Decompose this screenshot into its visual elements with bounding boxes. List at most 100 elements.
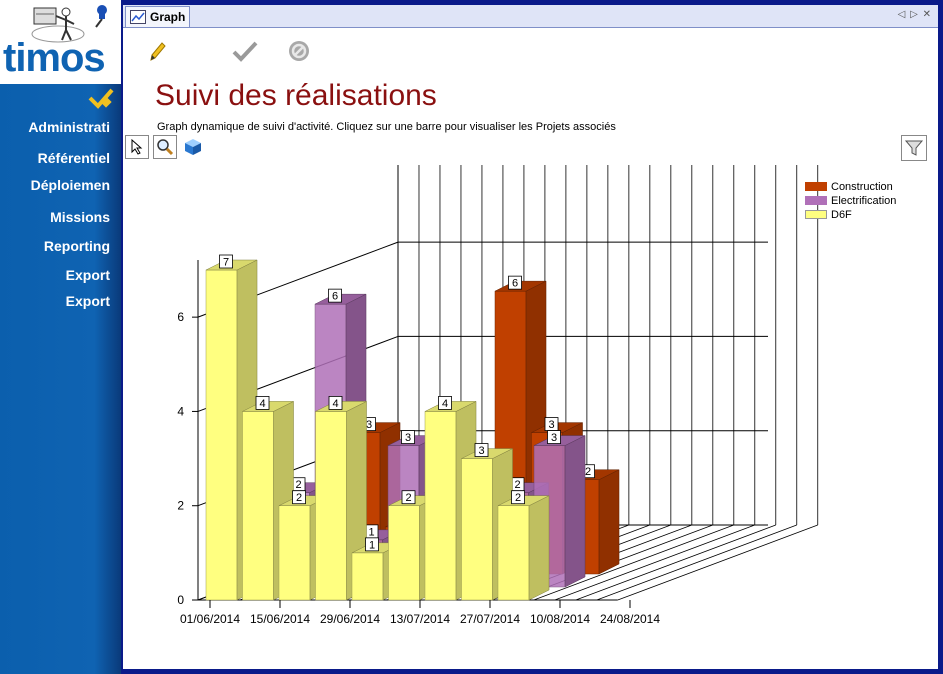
- checkmark-icon: [232, 41, 258, 62]
- y-tick-label: 4: [177, 404, 184, 418]
- data-label-box: [255, 396, 270, 410]
- data-label: 2: [405, 492, 411, 504]
- bar-d6f-2: [278, 505, 311, 601]
- tools-icon[interactable]: [88, 88, 114, 110]
- filter-button[interactable]: [901, 135, 927, 161]
- bar-d6f-7: [461, 458, 493, 601]
- floor-depth-line: [533, 524, 734, 601]
- data-label: 1: [368, 526, 374, 538]
- data-label: 6: [332, 291, 338, 303]
- y-tick-label: 0: [177, 593, 184, 607]
- edit-button[interactable]: [143, 37, 171, 65]
- y-tick-label: 2: [177, 499, 184, 513]
- chart-icon: [130, 10, 146, 24]
- data-label-box: [328, 288, 342, 303]
- data-label-box: [365, 537, 379, 552]
- logo-text: timos: [3, 36, 106, 80]
- bar-d6f-0: [205, 269, 238, 601]
- sidebar-item-administration[interactable]: Administrati: [28, 119, 110, 135]
- cursor-icon: [131, 139, 143, 155]
- chart[interactable]: 024631226322613222374241243201/06/201415…: [123, 5, 938, 669]
- legend-swatch-construction: [805, 182, 827, 191]
- legend-label-d6f: D6F: [831, 209, 852, 221]
- legend-label-electrification: Electrification: [831, 195, 897, 207]
- data-label: 3: [478, 445, 484, 457]
- data-label-box: [547, 430, 561, 444]
- data-label: 6: [512, 278, 518, 290]
- x-tick-label: 01/06/2014: [180, 612, 240, 626]
- x-tick-label: 13/07/2014: [390, 612, 450, 626]
- data-label: 2: [585, 466, 591, 478]
- cancel-icon: [289, 41, 309, 61]
- pin-icon[interactable]: [92, 4, 110, 28]
- bar-side-d6f-8: [528, 495, 550, 601]
- floor-depth-line: [554, 524, 755, 601]
- legend-item-d6f: D6F: [805, 209, 852, 221]
- cube-icon: [185, 139, 201, 155]
- legend-label-construction: Construction: [831, 181, 893, 193]
- data-label: 2: [296, 492, 302, 504]
- cancel-button[interactable]: [285, 37, 313, 65]
- data-label-box: [508, 275, 522, 290]
- bar-d6f-6: [424, 411, 457, 601]
- data-label-box: [401, 430, 415, 444]
- y-tick-label: 6: [177, 310, 184, 324]
- x-tick-label: 29/06/2014: [320, 612, 380, 626]
- sidebar-item-export-1[interactable]: Export: [65, 267, 110, 283]
- page-title: Suivi des réalisations: [155, 79, 437, 112]
- bar-side-electrification-8: [564, 435, 586, 588]
- data-label: 1: [369, 539, 375, 551]
- bar-d6f-3: [315, 411, 347, 601]
- legend-item-electrification: Electrification: [805, 195, 896, 207]
- data-label-box: [474, 443, 489, 457]
- x-tick-label: 15/06/2014: [250, 612, 310, 626]
- data-label: 3: [405, 432, 411, 444]
- 3d-tool-button[interactable]: [181, 135, 205, 159]
- data-label: 4: [259, 398, 265, 410]
- funnel-icon: [904, 140, 924, 156]
- data-label: 3: [366, 419, 372, 431]
- page-subtitle: Graph dynamique de suivi d'activité. Cli…: [157, 121, 616, 133]
- data-label-box: [401, 490, 416, 505]
- tab-graph-label: Graph: [150, 10, 186, 24]
- x-tick-label: 10/08/2014: [530, 612, 590, 626]
- data-label-box: [292, 490, 306, 505]
- data-label: 3: [548, 419, 554, 431]
- floor-depth-line: [617, 524, 818, 601]
- timos-logo: timos: [0, 0, 121, 84]
- data-label: 2: [514, 479, 520, 491]
- data-label-box: [511, 490, 525, 505]
- tab-scroll-arrows[interactable]: ◁ ▷ ✕: [897, 9, 932, 20]
- bar-side-construction-8: [598, 469, 620, 575]
- floor-depth-line: [575, 524, 776, 601]
- sidebar-item-deploiement[interactable]: Déploiemen: [30, 177, 110, 193]
- data-label-box: [438, 396, 452, 410]
- sidebar-item-export-2[interactable]: Export: [65, 293, 110, 309]
- tab-graph[interactable]: Graph: [125, 6, 191, 27]
- validate-button[interactable]: [231, 37, 259, 65]
- pencil-icon: [150, 42, 166, 61]
- sidebar: timos Administrati Référentiel Déploieme…: [0, 0, 121, 674]
- bar-d6f-4: [351, 552, 384, 601]
- sidebar-item-referentiel[interactable]: Référentiel: [37, 150, 110, 166]
- data-label: 2: [295, 479, 301, 491]
- data-label-box: [328, 396, 343, 410]
- zoom-tool-button[interactable]: [153, 135, 177, 159]
- data-label: 2: [515, 492, 521, 504]
- sidebar-item-missions[interactable]: Missions: [50, 209, 110, 225]
- main-panel: Graph ◁ ▷ ✕ Suivi des réalisations Graph…: [123, 5, 938, 669]
- data-label-box: [219, 254, 233, 269]
- x-tick-label: 24/08/2014: [600, 612, 660, 626]
- magnifier-icon: [157, 139, 174, 156]
- x-tick-label: 27/07/2014: [460, 612, 520, 626]
- data-label: 4: [442, 398, 448, 410]
- bar-d6f-8: [497, 505, 530, 601]
- legend-swatch-electrification: [805, 196, 827, 205]
- legend-item-construction: Construction: [805, 181, 893, 193]
- pointer-tool-button[interactable]: [125, 135, 149, 159]
- sidebar-item-reporting[interactable]: Reporting: [43, 238, 110, 254]
- bar-d6f-5: [388, 505, 420, 601]
- bar-d6f-1: [242, 411, 274, 601]
- data-label: 7: [223, 257, 229, 269]
- legend-swatch-d6f: [805, 210, 827, 219]
